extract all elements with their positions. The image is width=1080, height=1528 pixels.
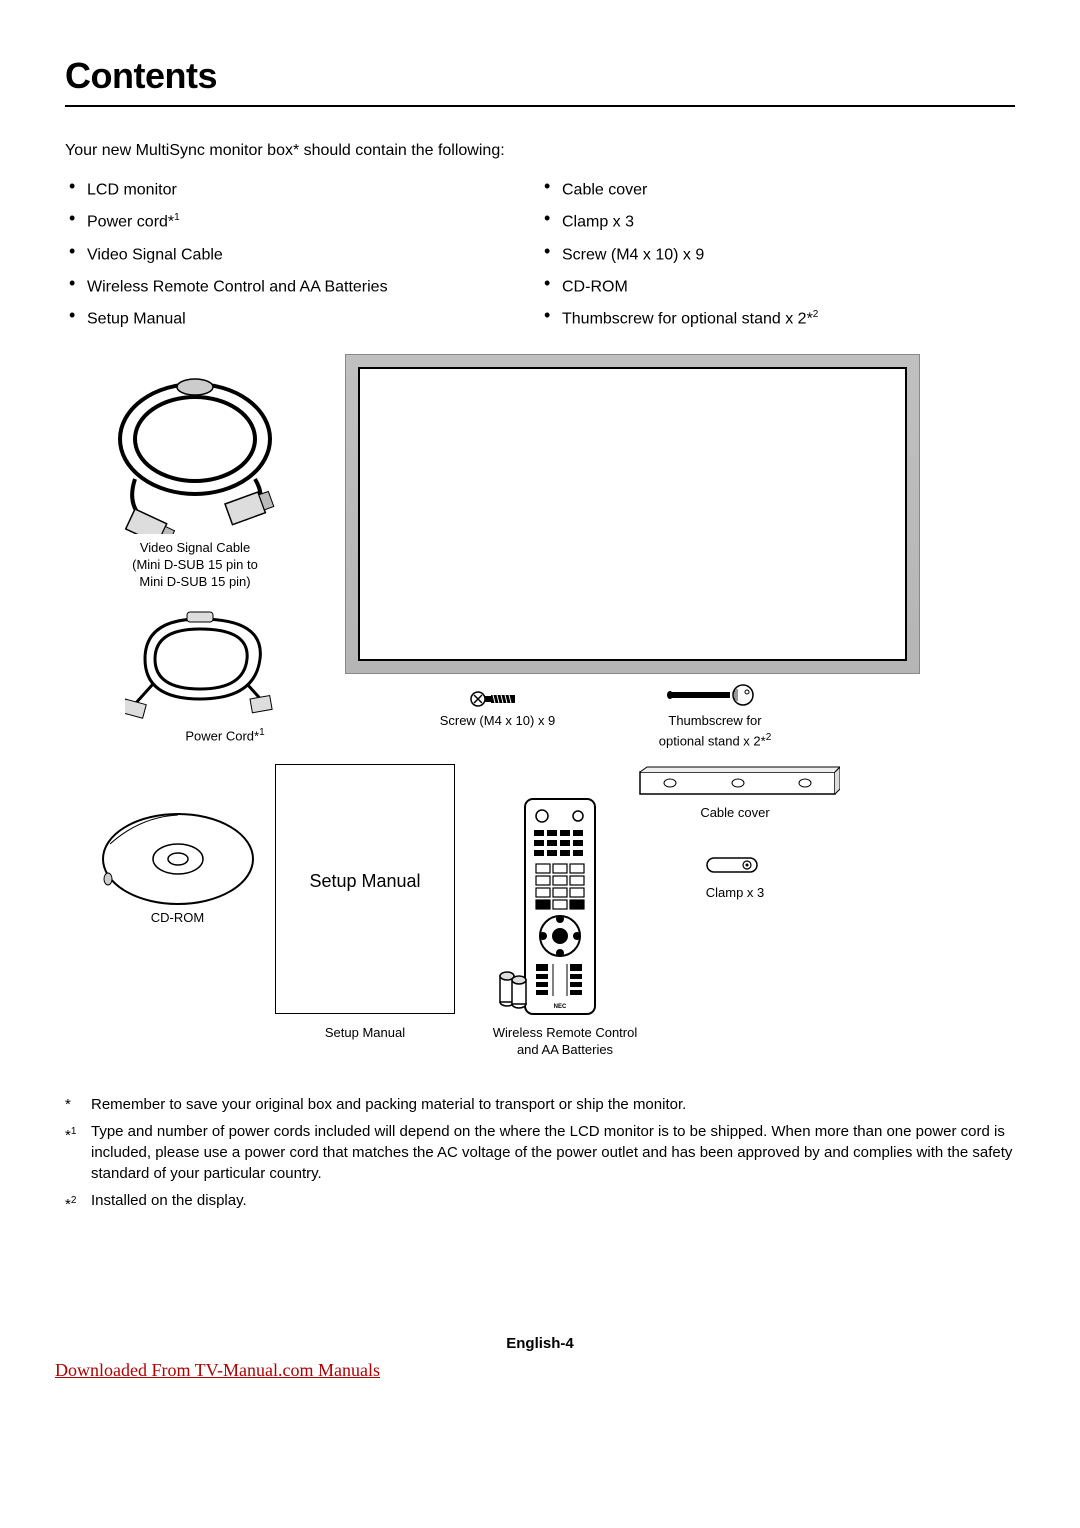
- power-cord-icon: [125, 604, 275, 724]
- thumbscrew-caption: Thumbscrew for optional stand x 2*2: [640, 712, 790, 749]
- manual-caption: Setup Manual: [290, 1024, 440, 1041]
- page-number: English-4: [0, 1335, 1080, 1352]
- list-item: CD-ROM: [562, 269, 1015, 301]
- screw-caption: Screw (M4 x 10) x 9: [430, 712, 565, 729]
- list-item: LCD monitor: [87, 172, 540, 204]
- batteries-icon: [495, 964, 530, 1009]
- thumbscrew-icon: [665, 684, 765, 706]
- clamp-caption: Clamp x 3: [665, 884, 805, 901]
- cable-cover-icon: [635, 764, 840, 799]
- left-column: LCD monitor Power cord*1 Video Signal Ca…: [65, 172, 540, 334]
- page-content: Contents Your new MultiSync monitor box*…: [65, 55, 1015, 1221]
- list-item: Thumbscrew for optional stand x 2*2: [562, 301, 1015, 333]
- power-cord-caption: Power Cord*1: [155, 724, 295, 744]
- page-title: Contents: [65, 55, 1015, 107]
- cdrom-icon: [100, 809, 255, 909]
- list-item: Cable cover: [562, 172, 1015, 204]
- cable-cover-caption: Cable cover: [665, 804, 805, 821]
- source-link[interactable]: Downloaded From TV-Manual.com Manuals: [55, 1360, 380, 1381]
- list-item: Power cord*1: [87, 204, 540, 236]
- intro-text: Your new MultiSync monitor box* should c…: [65, 142, 1015, 160]
- screw-icon: [470, 689, 520, 709]
- video-cable-caption: Video Signal Cable (Mini D-SUB 15 pin to…: [85, 539, 305, 590]
- cdrom-caption: CD-ROM: [120, 909, 235, 926]
- footnote-row: *1 Type and number of power cords includ…: [65, 1121, 1015, 1184]
- list-item: Video Signal Cable: [87, 237, 540, 269]
- footnotes: * Remember to save your original box and…: [65, 1094, 1015, 1215]
- list-item: Screw (M4 x 10) x 9: [562, 237, 1015, 269]
- list-item: Clamp x 3: [562, 204, 1015, 236]
- remote-caption: Wireless Remote Control and AA Batteries: [475, 1024, 655, 1058]
- video-cable-icon: [105, 369, 285, 534]
- clamp-icon: [705, 854, 760, 876]
- manual-title: Setup Manual: [275, 871, 455, 892]
- list-item: Wireless Remote Control and AA Batteries: [87, 269, 540, 301]
- contents-columns: LCD monitor Power cord*1 Video Signal Ca…: [65, 172, 1015, 334]
- list-item: Setup Manual: [87, 301, 540, 333]
- svg-text:NEC: NEC: [554, 1004, 567, 1010]
- monitor-icon: [345, 354, 920, 674]
- remote-icon: NEC: [520, 794, 600, 1019]
- illustration-area: Video Signal Cable (Mini D-SUB 15 pin to…: [65, 354, 1015, 1074]
- footnote-row: * Remember to save your original box and…: [65, 1094, 1015, 1115]
- right-column: Cable cover Clamp x 3 Screw (M4 x 10) x …: [540, 172, 1015, 334]
- footnote-row: *2 Installed on the display.: [65, 1190, 1015, 1215]
